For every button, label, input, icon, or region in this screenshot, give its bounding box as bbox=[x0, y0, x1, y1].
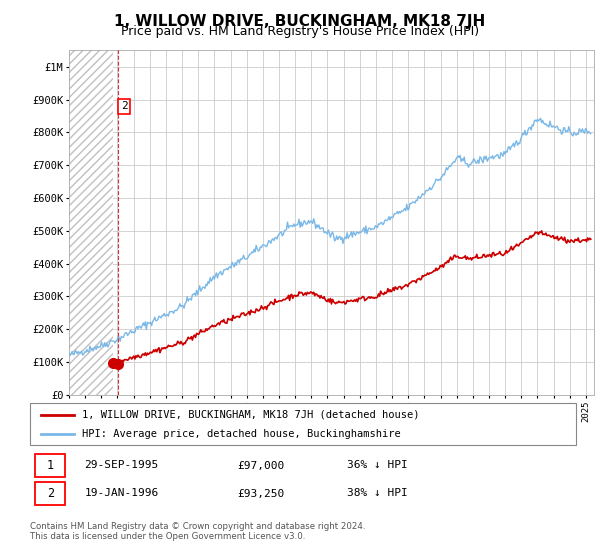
Text: 19-JAN-1996: 19-JAN-1996 bbox=[85, 488, 159, 498]
Text: Price paid vs. HM Land Registry's House Price Index (HPI): Price paid vs. HM Land Registry's House … bbox=[121, 25, 479, 38]
Text: 36% ↓ HPI: 36% ↓ HPI bbox=[347, 460, 407, 470]
Text: HPI: Average price, detached house, Buckinghamshire: HPI: Average price, detached house, Buck… bbox=[82, 429, 401, 439]
Text: £93,250: £93,250 bbox=[238, 488, 285, 498]
Text: 1: 1 bbox=[47, 459, 54, 472]
FancyBboxPatch shape bbox=[35, 454, 65, 477]
Text: 1, WILLOW DRIVE, BUCKINGHAM, MK18 7JH (detached house): 1, WILLOW DRIVE, BUCKINGHAM, MK18 7JH (d… bbox=[82, 409, 419, 419]
Text: Contains HM Land Registry data © Crown copyright and database right 2024.
This d: Contains HM Land Registry data © Crown c… bbox=[30, 522, 365, 542]
Text: £97,000: £97,000 bbox=[238, 460, 285, 470]
Text: 29-SEP-1995: 29-SEP-1995 bbox=[85, 460, 159, 470]
Text: 2: 2 bbox=[121, 101, 127, 111]
FancyBboxPatch shape bbox=[35, 482, 65, 505]
Text: 38% ↓ HPI: 38% ↓ HPI bbox=[347, 488, 407, 498]
Text: 2: 2 bbox=[47, 487, 54, 500]
Text: 1, WILLOW DRIVE, BUCKINGHAM, MK18 7JH: 1, WILLOW DRIVE, BUCKINGHAM, MK18 7JH bbox=[115, 14, 485, 29]
FancyBboxPatch shape bbox=[30, 403, 576, 445]
